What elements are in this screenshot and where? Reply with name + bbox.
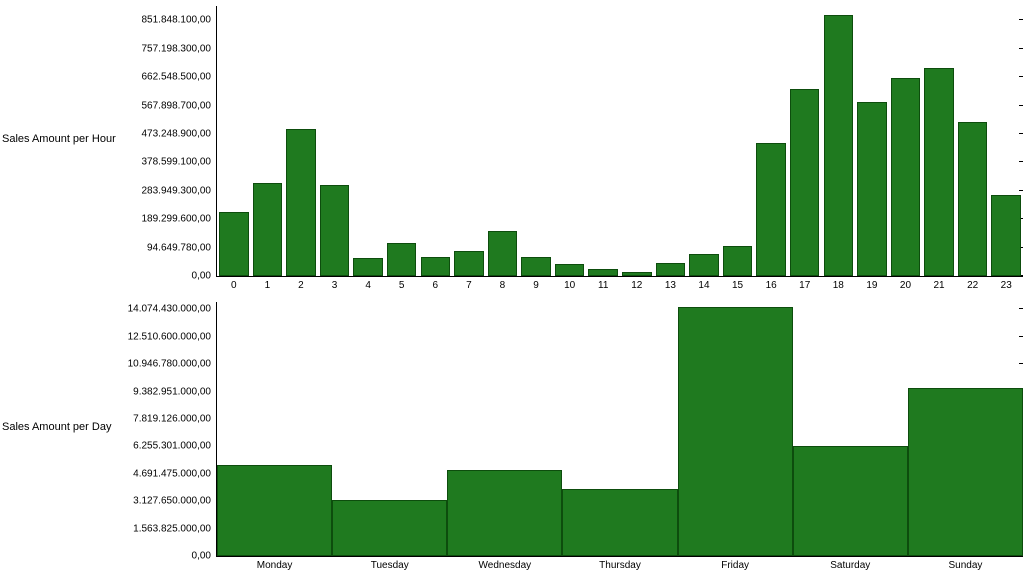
bar <box>824 15 854 276</box>
x-tick-label: 3 <box>332 276 338 291</box>
y-tick-label: 7.819.126.000,00 <box>133 414 217 425</box>
y-tick-label: 12.510.600.000,00 <box>128 331 217 342</box>
y-tick-label: 14.074.430.000,00 <box>128 304 217 315</box>
y-tick-label: 473.248.900,00 <box>141 129 217 140</box>
y-tick-label: 189.299.600,00 <box>141 214 217 225</box>
x-tick-label: 6 <box>433 276 439 291</box>
bar <box>387 243 417 276</box>
x-tick-label: 20 <box>900 276 911 291</box>
bar <box>217 465 332 556</box>
bar <box>689 254 719 277</box>
x-tick-label: 17 <box>799 276 810 291</box>
bar <box>793 446 908 556</box>
chart-title: Sales Amount per Day <box>2 421 132 433</box>
y-tick-label: 9.382.951.000,00 <box>133 386 217 397</box>
y-tick-label: 94.649.780,00 <box>147 242 217 253</box>
bar <box>332 500 447 556</box>
y-tick-label: 283.949.300,00 <box>141 185 217 196</box>
x-tick-label: 16 <box>766 276 777 291</box>
x-tick-label: Monday <box>257 556 293 571</box>
bar <box>723 246 753 276</box>
x-tick-label: Saturday <box>830 556 870 571</box>
y-tick-label: 757.198.300,00 <box>141 43 217 54</box>
bar <box>991 195 1021 276</box>
bar <box>353 258 383 276</box>
y-tick-label: 0,00 <box>192 271 217 282</box>
y-tick-label: 662.548.500,00 <box>141 72 217 83</box>
bar <box>908 388 1023 556</box>
bar <box>588 269 618 276</box>
bar <box>790 89 820 277</box>
x-tick-label: 7 <box>466 276 472 291</box>
x-tick-label: 4 <box>365 276 371 291</box>
bar <box>678 307 793 556</box>
x-tick-label: 18 <box>833 276 844 291</box>
x-tick-label: Thursday <box>599 556 641 571</box>
x-tick-label: 10 <box>564 276 575 291</box>
bar <box>488 231 518 276</box>
bar <box>320 185 350 277</box>
y-tick-label: 3.127.650.000,00 <box>133 496 217 507</box>
x-tick-label: 21 <box>933 276 944 291</box>
y-tick-label: 851.848.100,00 <box>141 15 217 26</box>
x-tick-label: 0 <box>231 276 237 291</box>
bar <box>891 78 921 276</box>
x-tick-label: Sunday <box>948 556 982 571</box>
bar <box>924 68 954 277</box>
x-tick-label: 22 <box>967 276 978 291</box>
plot-area: 0,001.563.825.000,003.127.650.000,004.69… <box>216 302 1023 557</box>
bar <box>756 143 786 277</box>
y-tick-label: 6.255.301.000,00 <box>133 441 217 452</box>
bar <box>421 257 451 277</box>
x-tick-label: 15 <box>732 276 743 291</box>
chart-title: Sales Amount per Hour <box>2 133 132 145</box>
bar <box>219 212 249 277</box>
bar <box>857 102 887 276</box>
plot-area: 0,0094.649.780,00189.299.600,00283.949.3… <box>216 6 1023 277</box>
x-tick-label: 12 <box>631 276 642 291</box>
bar <box>555 264 585 276</box>
bar <box>286 129 316 276</box>
x-tick-label: Wednesday <box>479 556 532 571</box>
x-tick-label: 19 <box>866 276 877 291</box>
y-tick-label: 1.563.825.000,00 <box>133 523 217 534</box>
x-tick-label: 2 <box>298 276 304 291</box>
x-tick-label: 14 <box>698 276 709 291</box>
x-tick-label: 5 <box>399 276 405 291</box>
y-tick-label: 10.946.780.000,00 <box>128 359 217 370</box>
x-tick-label: 11 <box>598 276 608 291</box>
bar <box>562 489 677 556</box>
y-tick-label: 0,00 <box>192 551 217 562</box>
bar <box>521 257 551 277</box>
bar <box>447 470 562 556</box>
y-tick-label: 4.691.475.000,00 <box>133 468 217 479</box>
bar <box>253 183 283 276</box>
bar <box>656 263 686 277</box>
y-tick-label: 567.898.700,00 <box>141 100 217 111</box>
x-tick-label: 9 <box>533 276 539 291</box>
x-tick-label: 13 <box>665 276 676 291</box>
x-tick-label: 8 <box>500 276 506 291</box>
x-tick-label: Tuesday <box>371 556 409 571</box>
x-tick-label: Friday <box>721 556 749 571</box>
y-tick-label: 378.599.100,00 <box>141 157 217 168</box>
x-tick-label: 1 <box>265 276 271 291</box>
x-tick-label: 23 <box>1001 276 1012 291</box>
bar <box>454 251 484 277</box>
bar <box>958 122 988 277</box>
